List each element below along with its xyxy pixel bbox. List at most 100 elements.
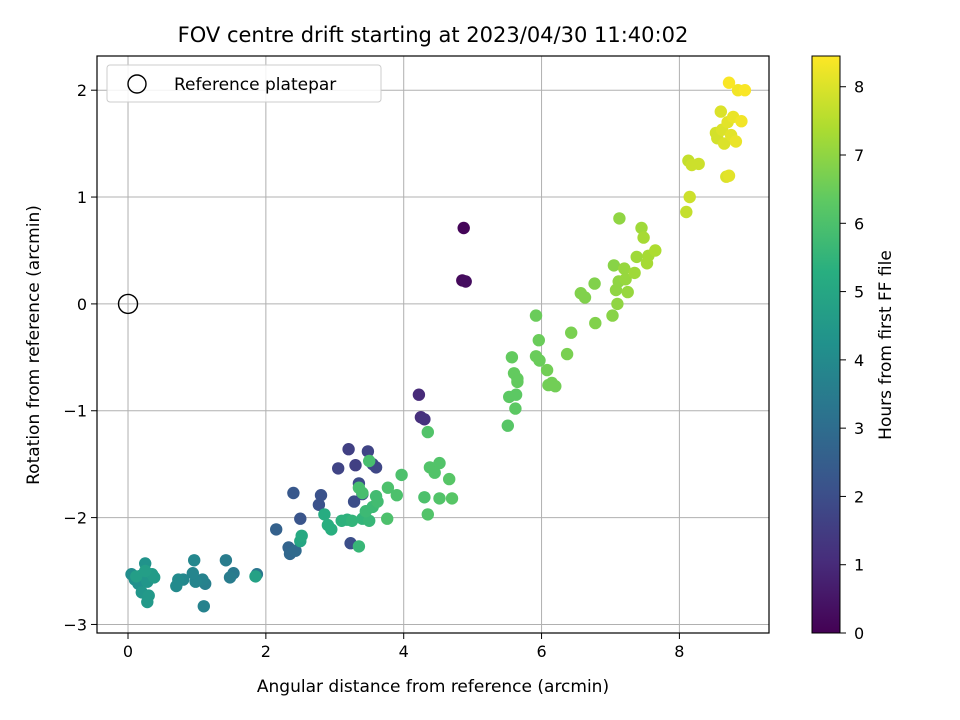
data-point [560,347,574,361]
data-point [418,413,431,426]
data-point [332,462,345,475]
data-point [148,571,161,584]
data-point [628,266,641,280]
data-point [312,498,326,511]
data-point [613,212,626,225]
x-tick-label: 8 [674,642,684,661]
colorbar-tick-label: 8 [854,78,864,97]
data-point [295,529,308,542]
colorbar-ticks: 0 1 2 3 4 5 6 7 8 [840,78,864,643]
data-point [352,540,366,553]
legend-entry: Reference platepar [174,75,336,95]
data-point [607,259,621,272]
data-point [342,443,355,456]
data-point [289,544,302,557]
reference-platepar-marker [117,293,139,315]
data-point [421,508,434,521]
chart-title: FOV centre drift starting at 2023/04/30 … [178,23,689,47]
data-point [197,600,210,613]
x-tick-label: 2 [261,642,271,661]
data-point [349,459,362,472]
y-tick-label: −2 [63,509,87,528]
data-point [390,489,403,502]
data-point [428,466,441,479]
data-point [619,273,632,286]
data-point [418,491,431,504]
data-point [294,512,307,525]
data-point [443,472,456,486]
y-axis-label: Rotation from reference (arcmin) [24,205,44,485]
data-point [735,115,748,128]
data-point [505,351,519,364]
data-point [637,231,650,244]
x-tick-label: 6 [536,642,546,661]
y-axis-ticks: −3 −2 −1 0 1 2 [63,81,97,634]
y-tick-label: 2 [77,81,87,100]
colorbar-tick-label: 6 [854,214,864,233]
data-point [714,105,727,118]
data-point [529,309,543,322]
data-point [287,486,300,500]
data-point [635,221,648,235]
data-point [611,297,624,311]
data-point [621,285,634,299]
x-axis-label: Angular distance from reference (arcmin) [257,677,609,697]
colorbar-tick-label: 5 [854,283,864,302]
data-point [445,492,459,505]
data-point [170,579,183,593]
data-point [532,334,545,347]
data-point [139,564,152,578]
data-point [381,481,395,494]
data-point [249,570,262,583]
data-point [318,508,331,521]
data-point [345,514,359,527]
data-point [352,481,366,494]
x-tick-label: 4 [399,642,409,661]
data-point [649,244,662,257]
data-point [347,495,361,508]
data-point [412,388,426,401]
data-point [363,454,376,468]
x-tick-label: 0 [123,642,133,661]
data-point [457,221,470,235]
data-point [588,277,601,290]
colorbar-tick-label: 0 [854,624,864,643]
data-point [630,250,643,264]
legend-marker-icon [127,74,147,94]
legend: Reference platepar [106,64,382,103]
y-tick-label: −3 [63,615,87,634]
colorbar-label: Hours from first FF file [876,250,896,440]
data-point [606,309,619,322]
data-point [421,425,434,439]
data-point [540,363,554,377]
data-point [314,489,328,502]
data-points [125,76,752,613]
data-point [549,380,562,393]
data-point [325,523,338,536]
data-point [618,262,631,275]
data-point [511,375,524,389]
data-point [223,571,237,584]
y-tick-label: −1 [63,402,87,421]
data-point [433,456,446,470]
data-point [130,570,143,583]
data-point [381,512,394,525]
data-point [589,316,602,330]
colorbar [811,55,841,634]
data-point [270,523,283,536]
data-point [683,190,696,204]
data-point [459,275,472,288]
data-point [371,495,384,508]
colorbar-tick-label: 7 [854,146,864,165]
data-point [692,157,705,171]
data-point [186,567,199,580]
colorbar-tick-label: 2 [854,487,864,506]
data-point [395,468,408,482]
data-point [509,402,522,415]
data-point [361,445,375,458]
data-point [141,595,154,609]
colorbar-tick-label: 4 [854,351,864,370]
data-point [188,554,201,567]
data-point [433,492,446,505]
